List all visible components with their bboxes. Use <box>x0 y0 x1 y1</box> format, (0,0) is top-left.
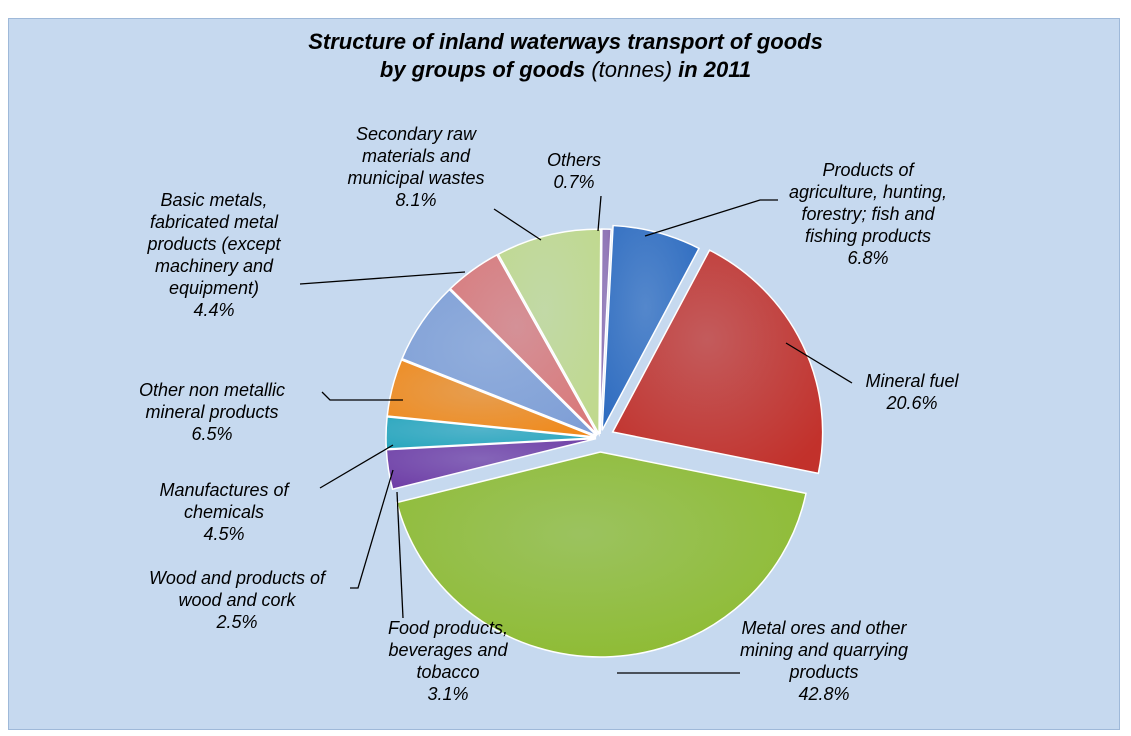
pie-slice-6 <box>386 359 597 438</box>
pie-slice-10 <box>599 228 612 435</box>
slice-label-line: mining and quarrying <box>740 640 908 660</box>
slice-label-9: Secondary raw materials and municipal wast… <box>347 124 484 210</box>
leader-line-8 <box>299 271 466 285</box>
pie-slice-7 <box>401 288 598 437</box>
slice-label-line: fishing products <box>805 226 931 246</box>
leader-line-1 <box>644 199 778 237</box>
slice-label-line: forestry; fish and <box>801 204 935 224</box>
leader-line-7 <box>321 391 403 401</box>
slice-label-line: equipment) <box>169 278 259 298</box>
pie-slice-2 <box>611 249 824 475</box>
slice-label-1: Products of agriculture, hunting, forestry… <box>789 160 947 268</box>
slice-percent-3: 42.8% <box>798 684 849 704</box>
title-line-2-a: by groups of goods <box>379 57 592 82</box>
slice-label-line: materials and <box>362 146 471 166</box>
slice-label-line: machinery and <box>155 256 274 276</box>
slice-label-line: Metal ores and other <box>741 618 907 638</box>
slice-percent-9: 8.1% <box>395 190 436 210</box>
slice-label-line: Mineral fuel <box>865 371 959 391</box>
leader-line-9 <box>493 208 542 241</box>
slice-label-line: Wood and products of <box>149 568 327 588</box>
slice-label-line: wood and cork <box>178 590 296 610</box>
slice-label-line: chemicals <box>184 502 264 522</box>
slice-label-line: fabricated metal <box>150 212 279 232</box>
slice-label-line: products <box>788 662 858 682</box>
pie-slice-3 <box>395 451 807 658</box>
slice-percent-10: 0.7% <box>553 172 594 192</box>
slice-label-3: Metal ores and other mining and quarrying… <box>740 618 908 704</box>
pie-slice-8 <box>449 253 599 436</box>
slice-label-line: products (except <box>146 234 281 254</box>
slice-percent-1: 6.8% <box>847 248 888 268</box>
chart-title: Structure of inland waterways transport … <box>0 28 1131 84</box>
slice-label-4: Food products, beverages and tobacco 3.1% <box>388 618 509 704</box>
slice-label-7: Other non metallic mineral products 6.5% <box>139 380 285 444</box>
leader-line-2 <box>785 342 853 384</box>
slice-label-line: Other non metallic <box>139 380 285 400</box>
slice-label-line: tobacco <box>416 662 479 682</box>
slice-label-line: agriculture, hunting, <box>789 182 947 202</box>
leader-line-4 <box>396 491 404 619</box>
slice-percent-4: 3.1% <box>427 684 468 704</box>
slice-label-line: municipal wastes <box>347 168 484 188</box>
leader-line-6 <box>319 444 394 489</box>
title-line-2: by groups of goods (tonnes) in 2011 <box>0 56 1131 84</box>
slice-label-line: Food products, <box>388 618 508 638</box>
slice-label-line: Secondary raw <box>356 124 477 144</box>
leader-line-10 <box>597 195 602 232</box>
leader-lines <box>299 195 853 674</box>
slice-label-10: Others 0.7% <box>547 150 601 192</box>
title-line-1: Structure of inland waterways transport … <box>308 29 823 54</box>
title-unit: (tonnes) <box>591 57 673 82</box>
slice-label-line: Products of <box>822 160 915 180</box>
slice-label-line: beverages and <box>388 640 508 660</box>
slice-labels: Products of agriculture, hunting, forestry… <box>139 124 960 704</box>
slice-percent-5: 2.5% <box>215 612 257 632</box>
slice-percent-6: 4.5% <box>203 524 244 544</box>
slice-label-line: Others <box>547 150 601 170</box>
slice-label-2: Mineral fuel 20.6% <box>865 371 959 413</box>
slice-label-line: mineral products <box>145 402 278 422</box>
slice-label-8: Basic metals, fabricated metal products (e… <box>146 190 281 320</box>
title-line-2-b: in 2011 <box>672 57 752 82</box>
pie-slices <box>385 224 824 658</box>
slice-percent-2: 20.6% <box>885 393 937 413</box>
leader-line-5 <box>350 469 394 589</box>
slice-percent-8: 4.4% <box>193 300 234 320</box>
slice-label-line: Basic metals, <box>160 190 267 210</box>
slice-percent-7: 6.5% <box>191 424 232 444</box>
slice-label-6: Manufactures of chemicals 4.5% <box>159 480 290 544</box>
slice-label-line: Manufactures of <box>159 480 290 500</box>
slice-label-5: Wood and products of wood and cork 2.5% <box>149 568 327 632</box>
